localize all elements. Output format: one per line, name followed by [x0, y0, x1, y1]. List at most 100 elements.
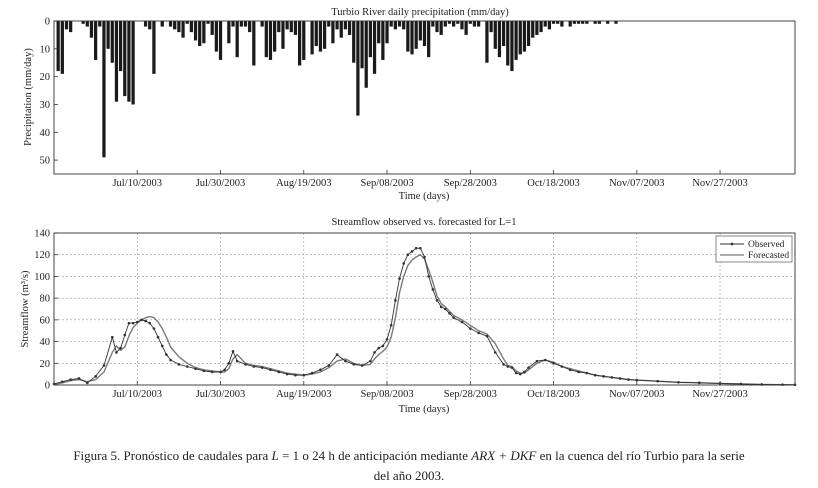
- precip-y-tick-label: 10: [40, 44, 51, 55]
- precip-bar: [281, 21, 285, 49]
- precip-x-tick-label: Nov/07/2003: [609, 178, 664, 189]
- observed-point: [277, 370, 281, 374]
- precip-bar: [273, 21, 277, 52]
- precip-bar: [397, 21, 402, 27]
- figure: Turbio River daily precipitation (mm/day…: [20, 7, 797, 415]
- precip-bar: [314, 21, 318, 47]
- observed-point: [523, 370, 526, 374]
- precip-bar: [310, 21, 314, 55]
- precip-bar: [60, 21, 64, 74]
- precip-bar: [260, 21, 264, 27]
- flow-y-tick-label: 140: [34, 229, 50, 240]
- flow-x-tick-label: Jul/30/2003: [196, 389, 246, 400]
- precip-bar: [614, 21, 618, 24]
- observed-point: [140, 318, 143, 322]
- precip-y-tick-label: 20: [40, 72, 51, 83]
- flow-y-tick-label: 100: [34, 272, 50, 283]
- precip-bar: [422, 21, 427, 47]
- precip-bar: [526, 21, 531, 47]
- flow-x-tick-label: Jul/10/2003: [112, 389, 162, 400]
- precip-bar: [389, 21, 393, 27]
- precip-bar: [118, 21, 123, 72]
- precip-x-tick-label: Sep/28/2003: [444, 178, 497, 189]
- precip-y-axis-label: Precipitation (mm/day): [23, 48, 34, 146]
- precip-bar: [214, 21, 218, 52]
- observed-point: [527, 366, 530, 369]
- precip-bar: [468, 21, 472, 24]
- observed-point: [577, 370, 580, 374]
- precip-bar: [593, 21, 597, 24]
- precip-bar: [264, 21, 268, 58]
- precip-bar: [243, 21, 248, 27]
- observed-point: [618, 377, 622, 380]
- precip-bar: [472, 21, 477, 27]
- observed-point: [177, 363, 181, 366]
- precip-bar: [143, 21, 148, 27]
- precip-chart-title: Turbio River daily precipitation (mm/day…: [331, 7, 509, 18]
- precip-bar: [248, 21, 252, 33]
- legend-forecasted-label: Forecasted: [748, 251, 789, 261]
- precip-bar: [189, 21, 193, 33]
- observed-point: [69, 378, 72, 381]
- flow-chart-title: Streamflow observed vs. forecasted for L…: [332, 217, 517, 228]
- observed-point: [448, 312, 451, 315]
- precip-bar: [160, 21, 164, 27]
- precip-bar: [377, 21, 381, 44]
- precip-bar: [173, 21, 177, 30]
- precip-bar: [285, 21, 289, 30]
- precip-plot-frame: [53, 20, 796, 175]
- observed-point: [61, 380, 64, 384]
- precip-bar: [85, 21, 89, 27]
- legend: Observed Forecasted: [715, 235, 793, 263]
- precip-bar: [456, 21, 460, 24]
- precip-bar: [443, 21, 447, 27]
- precip-bar: [127, 21, 131, 102]
- observed-point: [260, 366, 264, 369]
- observed-point: [231, 350, 235, 353]
- flow-x-tick-label: Nov/07/2003: [609, 389, 664, 400]
- precip-bar: [360, 21, 364, 69]
- precip-bar: [368, 21, 373, 58]
- observed-point: [269, 368, 272, 372]
- precip-bar: [576, 21, 581, 24]
- precip-bar: [464, 21, 468, 35]
- observed-point: [115, 351, 118, 354]
- precip-bar: [185, 21, 189, 24]
- flow-x-axis-label: Time (days): [399, 404, 450, 415]
- observed-point: [227, 361, 231, 365]
- precip-bar: [539, 21, 543, 33]
- flow-x-tick-label: Oct/18/2003: [527, 389, 580, 400]
- precip-bar: [177, 21, 181, 33]
- precip-bar: [547, 21, 552, 30]
- observed-point: [468, 327, 472, 330]
- precip-bar: [356, 21, 360, 116]
- observed-point: [377, 346, 381, 350]
- observed-point: [102, 364, 106, 367]
- precip-bar: [510, 21, 514, 72]
- precip-bar: [352, 21, 356, 63]
- flow-y-tick-label: 20: [40, 359, 51, 370]
- observed-point: [369, 359, 372, 363]
- precip-bar: [198, 21, 202, 47]
- precip-bar: [89, 21, 94, 38]
- observed-point: [135, 320, 139, 324]
- precip-bar: [206, 21, 210, 24]
- observed-point: [510, 366, 514, 369]
- observed-point: [152, 327, 156, 330]
- flow-plot-frame: [53, 232, 796, 386]
- observed-point: [352, 363, 356, 366]
- observed-point: [335, 353, 339, 356]
- observed-point: [86, 381, 89, 385]
- flow-x-tick-label: Aug/19/2003: [276, 389, 331, 400]
- observed-point: [123, 333, 127, 337]
- observed-point: [127, 321, 131, 325]
- precip-bar: [381, 21, 385, 60]
- precip-bar: [447, 21, 452, 24]
- observed-point: [493, 351, 497, 354]
- observed-point: [110, 335, 114, 339]
- precip-bar: [210, 21, 214, 35]
- figure-caption: Figura 5. Pronóstico de caudales para L …: [0, 446, 818, 486]
- precip-bar: [568, 21, 572, 27]
- precip-bar: [543, 21, 547, 27]
- precip-bar: [431, 21, 435, 27]
